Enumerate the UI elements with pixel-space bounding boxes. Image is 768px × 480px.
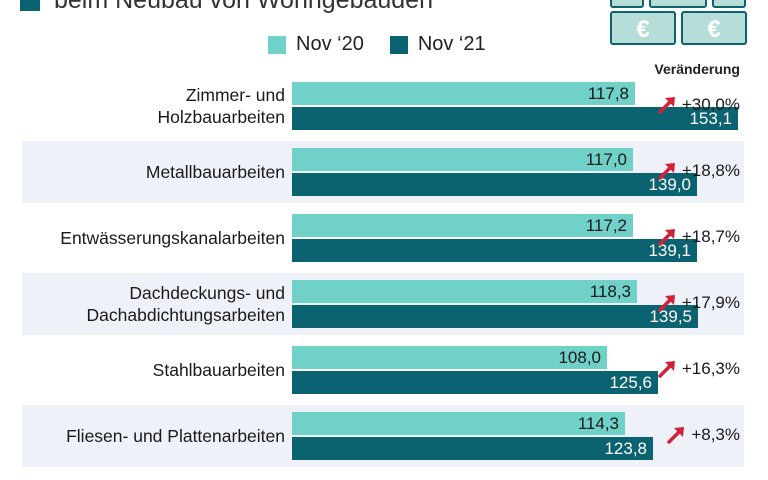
legend-swatch-nov20 [268,35,286,54]
category-label: Zimmer- und Holzbauarbeiten [22,84,285,128]
up-right-arrow-icon [667,427,685,444]
euro-note-right: € [681,11,747,45]
subtitle-row: beim Neubau von Wohngebäuden [20,0,433,15]
euro-symbol: € [707,16,720,43]
change-text: +18,7% [681,227,740,246]
bar-value-label: 108,0 [558,348,601,367]
bar-value-label: 117,8 [587,84,629,103]
euro-note-left: € [610,11,676,45]
euro-note-top-left [610,0,644,8]
bar-nov21: 153,1 [292,107,738,130]
chart-row: Dachdeckungs- und Dachabdichtungsarbeiten… [22,273,744,335]
chart-row: Metallbauarbeiten 117,0 139,0 +18,8% [22,141,744,203]
legend: Nov ‘20 Nov ‘21 [268,33,512,56]
legend-swatch-nov21 [389,35,408,54]
bar-nov20: 108,0 [292,346,607,369]
category-label: Fliesen- und Plattenarbeiten [22,425,285,447]
change-value: +18,7% [657,227,740,247]
bar-nov21: 125,6 [292,371,658,394]
up-right-arrow-icon [658,229,675,246]
change-text: +18,8% [681,161,740,180]
category-label: Metallbauarbeiten [22,161,285,183]
bar-value-label: 123,8 [604,439,647,458]
bar-value-label: 139,0 [648,175,691,194]
bar-value-label: 125,6 [609,373,652,392]
chart-row: Fliesen- und Plattenarbeiten 114,3 123,8 +8… [22,405,744,467]
category-label: Dachdeckungs- und Dachabdichtungsarbeiten [22,282,285,326]
bar-nov20: 114,3 [292,412,625,435]
chart-row: Stahlbauarbeiten 108,0 125,6 +16,3% [22,339,744,401]
category-label-line: Zimmer- und [185,85,285,105]
bar-value-label: 114,3 [577,414,619,433]
euro-symbol: € [636,16,649,43]
change-text: +30,0% [681,95,740,114]
chart-row: Entwässerungskanalarbeiten 117,2 139,1 +18,… [22,207,744,269]
bar-value-label: 117,2 [585,216,627,235]
bar-nov20: 117,8 [292,82,635,105]
change-text: +16,3% [681,359,740,378]
bar-value-label: 153,1 [689,109,732,128]
change-column-header: Veränderung [654,61,740,77]
legend-label: Nov ‘21 [417,33,486,55]
category-label-line: Entwässerungskanalarbeiten [60,228,285,248]
up-right-arrow-icon [658,163,675,180]
legend-item-nov21: Nov ‘21 [389,33,486,56]
category-label-line: Dachdeckungs- und [129,283,285,303]
bar-nov21: 123,8 [292,437,653,460]
change-value: +18,8% [657,161,740,181]
bar-nov20: 117,0 [292,148,633,171]
category-label-line: Holzbauarbeiten [157,107,285,127]
change-text: +8,3% [691,425,740,444]
legend-label: Nov ‘20 [296,33,364,55]
change-value: +16,3% [657,359,740,379]
euro-note-top-middle [649,0,707,8]
change-value: +17,9% [657,293,740,313]
bar-nov20: 117,2 [292,214,633,237]
chart-subtitle: beim Neubau von Wohngebäuden [54,0,433,14]
bar-value-label: 117,0 [585,150,627,169]
category-label-line: Fliesen- und Plattenarbeiten [66,426,285,446]
bar-value-label: 118,3 [589,282,631,301]
up-right-arrow-icon [658,295,675,312]
euro-notes-icon: € € [610,0,747,45]
bar-nov21: 139,5 [292,305,698,328]
change-value: +8,3% [666,425,740,445]
change-text: +17,9% [681,293,740,312]
category-label: Entwässerungskanalarbeiten [22,227,285,249]
euro-note-top-right [712,0,746,8]
bar-nov21: 139,1 [292,239,697,262]
category-label-line: Metallbauarbeiten [145,162,285,182]
bar-nov20: 118,3 [292,280,637,303]
legend-item-nov20: Nov ‘20 [268,33,364,56]
bar-value-label: 139,5 [649,307,692,326]
up-right-arrow-icon [658,97,675,114]
bar-value-label: 139,1 [648,241,691,260]
chart-row: Zimmer- und Holzbauarbeiten 117,8 153,1 +30,… [22,75,744,137]
change-value: +30,0% [657,95,740,115]
bar-nov21: 139,0 [292,173,697,196]
category-label: Stahlbauarbeiten [22,359,285,381]
subtitle-marker [20,0,40,11]
category-label-line: Stahlbauarbeiten [152,360,285,380]
up-right-arrow-icon [658,361,675,378]
category-label-line: Dachabdichtungsarbeiten [86,305,285,325]
